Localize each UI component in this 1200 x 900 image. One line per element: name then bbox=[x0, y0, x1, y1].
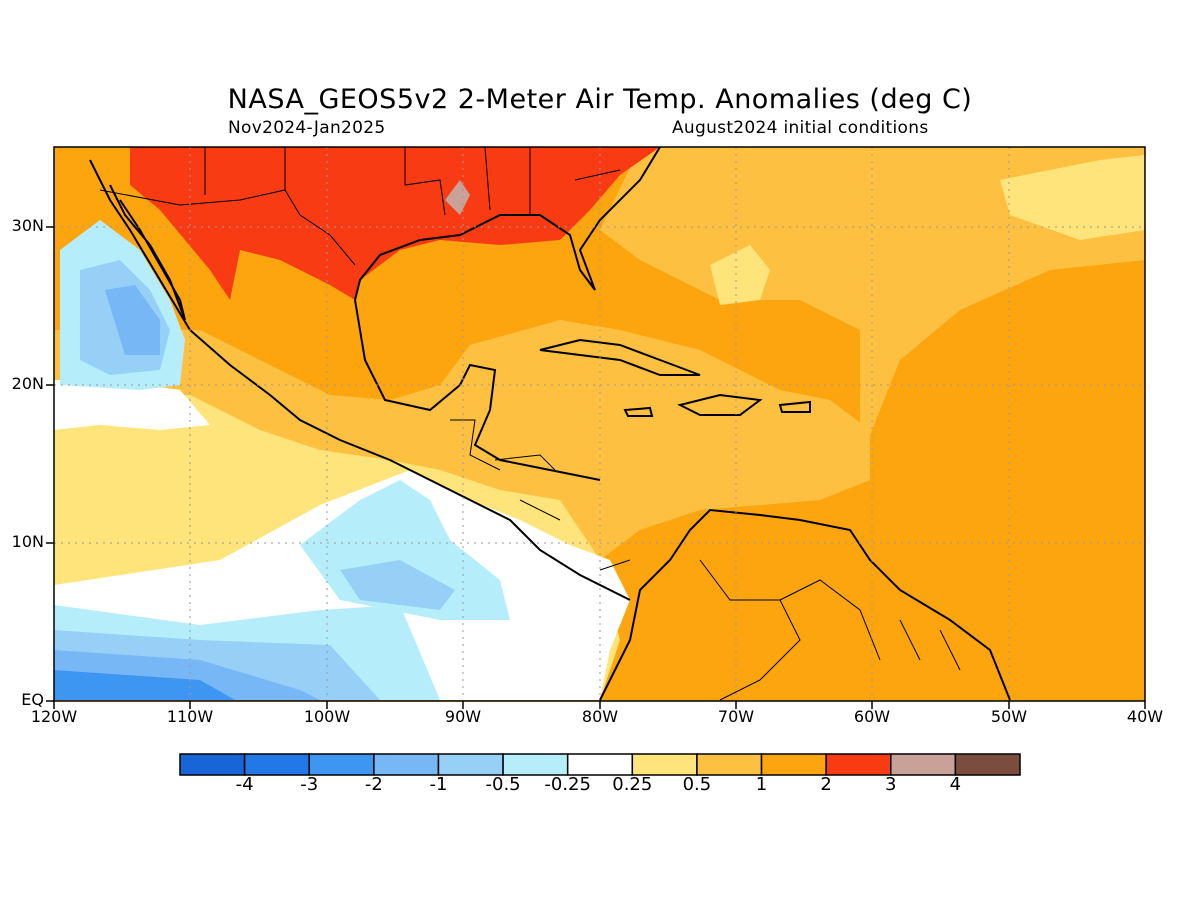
anomaly-025-05-patch bbox=[710, 245, 770, 305]
colorbar-swatch bbox=[243, 753, 310, 776]
lon-label-80w: 80W bbox=[581, 707, 619, 726]
colorbar-label: 0.5 bbox=[682, 774, 712, 795]
lat-label-10n: 10N bbox=[11, 532, 44, 551]
border-central-america bbox=[450, 419, 631, 571]
anomaly-cold-center bbox=[340, 560, 455, 610]
colorbar-label: -0.25 bbox=[544, 774, 591, 795]
colorbar-label: 0.25 bbox=[612, 774, 653, 795]
colorbar-label: 3 bbox=[885, 774, 897, 795]
colorbar-swatch bbox=[502, 753, 569, 776]
lon-label-50w: 50W bbox=[990, 707, 1028, 726]
coastline-gulf bbox=[354, 147, 661, 301]
colorbar bbox=[179, 753, 1021, 776]
colorbar-swatch bbox=[825, 753, 892, 776]
lon-label-70w: 70W bbox=[717, 707, 755, 726]
map-title: NASA_GEOS5v2 2-Meter Air Temp. Anomalies… bbox=[227, 84, 973, 115]
initial-conditions: August2024 initial conditions bbox=[672, 118, 929, 138]
lon-label-60w: 60W bbox=[853, 707, 891, 726]
coastline-baja bbox=[109, 184, 186, 321]
lon-label-100w: 100W bbox=[303, 707, 351, 726]
colorbar-label: 1 bbox=[755, 774, 768, 795]
coastlines bbox=[89, 147, 1011, 701]
anomaly-coldest-pacific bbox=[54, 670, 235, 700]
colorbar-swatch bbox=[308, 753, 375, 776]
coastline-yucatan bbox=[354, 299, 601, 481]
colorbar-swatch bbox=[954, 753, 1021, 776]
lon-label-110w: 110W bbox=[166, 707, 214, 726]
colorbar-swatch bbox=[760, 753, 827, 776]
gridlines bbox=[54, 147, 1145, 701]
colorbar-label: -3 bbox=[300, 774, 319, 795]
colorbar-label: 4 bbox=[949, 774, 962, 795]
anomaly-colder-baja bbox=[105, 285, 160, 355]
colorbar-swatch bbox=[373, 753, 440, 776]
colorbar-label: -0.5 bbox=[485, 774, 521, 795]
colorbar-label: -1 bbox=[429, 774, 448, 795]
lon-label-90w: 90W bbox=[444, 707, 482, 726]
coastline-cuba bbox=[539, 338, 701, 376]
colorbar-swatch bbox=[179, 753, 246, 776]
lat-label-20n: 20N bbox=[11, 374, 44, 393]
coastline-puerto-rico bbox=[778, 400, 811, 413]
coastline-hispaniola bbox=[677, 393, 763, 416]
axis-ticks bbox=[46, 226, 1146, 709]
borders bbox=[99, 147, 961, 701]
colorbar-swatch bbox=[890, 753, 957, 776]
lat-label-eq: EQ bbox=[21, 690, 44, 709]
colorbar-swatch bbox=[696, 753, 763, 776]
coastline-jamaica bbox=[623, 406, 654, 417]
lon-label-40w: 40W bbox=[1126, 707, 1164, 726]
coastline-south-america bbox=[599, 508, 1011, 701]
anomaly-neutral-region bbox=[54, 380, 210, 430]
border-states bbox=[204, 147, 621, 216]
anomaly-field bbox=[54, 147, 1145, 701]
colorbar-label: 2 bbox=[820, 774, 832, 795]
anomaly-warm-patch bbox=[445, 180, 470, 215]
colorbar-swatch bbox=[631, 753, 698, 776]
coastline-mexico-pacific bbox=[89, 159, 631, 601]
anomaly-hot-us bbox=[130, 147, 660, 300]
lon-label-120w: 120W bbox=[30, 707, 78, 726]
lat-label-30n: 30N bbox=[11, 216, 44, 235]
colorbar-swatch bbox=[566, 753, 634, 776]
colorbar-label: -2 bbox=[364, 774, 383, 795]
border-south-america bbox=[699, 559, 961, 701]
anomaly-025-05-atlantic bbox=[1000, 155, 1145, 240]
colorbar-swatch bbox=[437, 753, 504, 776]
forecast-period: Nov2024-Jan2025 bbox=[228, 118, 386, 138]
colorbar-label: -4 bbox=[235, 774, 254, 795]
